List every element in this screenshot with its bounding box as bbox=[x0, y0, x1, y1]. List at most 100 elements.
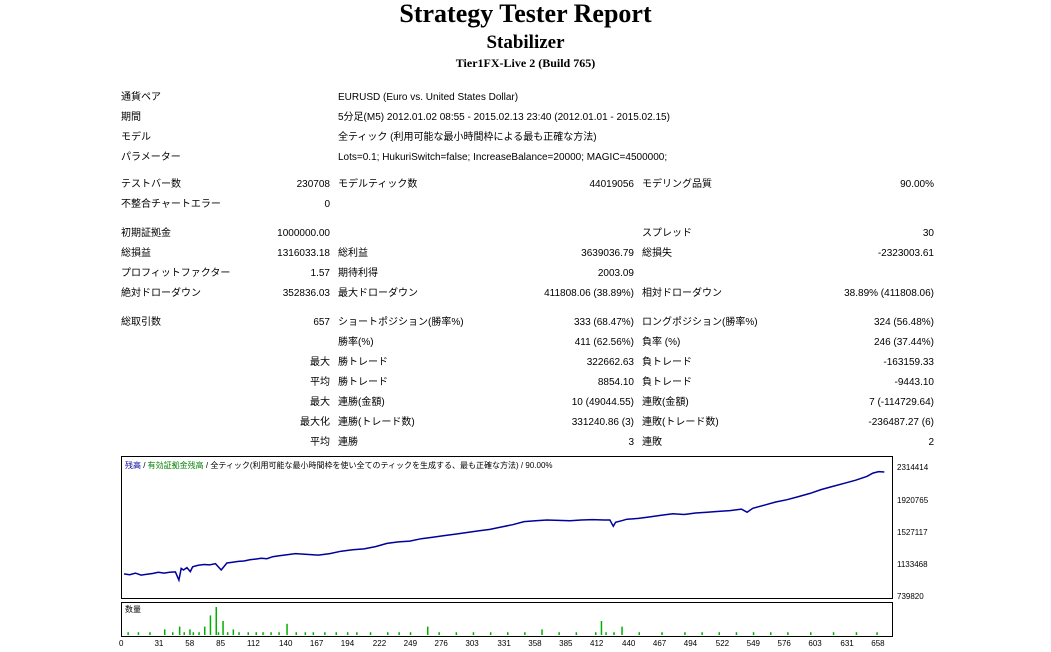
volume-chart-plot bbox=[127, 607, 878, 635]
volume-bar bbox=[356, 632, 358, 635]
x-tick-label: 549 bbox=[746, 639, 761, 648]
volume-bar bbox=[312, 632, 315, 635]
x-tick-label: 576 bbox=[777, 639, 791, 648]
total-trades-value: 657 bbox=[313, 317, 330, 328]
volume-label: 数量 bbox=[125, 605, 141, 614]
x-tick-label: 167 bbox=[309, 639, 324, 648]
volume-bar bbox=[855, 632, 858, 635]
volume-bar bbox=[507, 632, 509, 635]
expected-payoff-label: 期待利得 bbox=[338, 268, 378, 279]
volume-bar bbox=[226, 632, 229, 635]
x-tick-label: 440 bbox=[622, 639, 636, 648]
long-positions-label: ロングポジション(勝率%) bbox=[642, 317, 758, 328]
net-profit-label: 総損益 bbox=[121, 248, 151, 259]
volume-bar bbox=[427, 626, 429, 635]
row-prefix: 平均 bbox=[310, 377, 330, 388]
volume-bar bbox=[137, 632, 140, 635]
abs-drawdown-label: 絶対ドローダウン bbox=[121, 288, 201, 299]
x-tick-label: 31 bbox=[154, 639, 164, 648]
volume-bar bbox=[810, 632, 812, 635]
x-tick-label: 222 bbox=[372, 639, 387, 648]
info-value-parameters: Lots=0.1; HukuriSwitch=false; IncreaseBa… bbox=[338, 152, 668, 163]
largest-loss-label: 負トレード bbox=[642, 357, 692, 368]
volume-bar bbox=[232, 629, 235, 635]
info-value-symbol: EURUSD (Euro vs. United States Dollar) bbox=[338, 92, 519, 103]
volume-chart: 数量 bbox=[121, 602, 893, 637]
volume-bar bbox=[262, 632, 264, 635]
volume-bar bbox=[787, 632, 789, 635]
ticks-value: 44019056 bbox=[589, 179, 635, 190]
short-positions-value: 333 (68.47%) bbox=[573, 317, 634, 328]
average-profit-label: 勝トレード bbox=[338, 377, 388, 388]
volume-bar bbox=[209, 615, 212, 635]
info-label-model: モデル bbox=[121, 132, 151, 143]
spread-value: 30 bbox=[922, 228, 934, 239]
caption-equity: 有効証拠金残高 bbox=[147, 461, 204, 470]
volume-bar bbox=[621, 626, 623, 635]
volume-bar bbox=[605, 632, 607, 635]
total-trades-label: 総取引数 bbox=[121, 317, 161, 328]
deposit-value: 1000000.00 bbox=[277, 228, 330, 239]
row-prefix: 平均 bbox=[310, 437, 330, 448]
x-tick-label: 58 bbox=[185, 639, 195, 648]
volume-bar bbox=[575, 632, 578, 635]
volume-bar bbox=[489, 632, 492, 635]
caption-sep: / bbox=[203, 461, 211, 470]
gross-loss-value: -2323003.61 bbox=[877, 248, 934, 259]
ticks-label: モデルティック数 bbox=[338, 179, 418, 190]
avg-consecutive-wins-label: 連勝 bbox=[338, 437, 358, 448]
volume-bar bbox=[718, 632, 720, 635]
avg-consecutive-losses-label: 連敗 bbox=[642, 437, 662, 448]
y-tick-label: 1133468 bbox=[897, 560, 928, 569]
volume-bar bbox=[286, 623, 288, 635]
volume-bar bbox=[387, 632, 389, 635]
volume-bar bbox=[222, 621, 224, 635]
x-tick-label: 331 bbox=[497, 639, 511, 648]
volume-bar bbox=[278, 632, 280, 635]
volume-bar bbox=[192, 632, 195, 635]
x-tick-label: 385 bbox=[559, 639, 573, 648]
volume-bar bbox=[178, 626, 181, 635]
mismatch-value: 0 bbox=[324, 199, 330, 210]
volume-bar bbox=[270, 632, 272, 635]
consecutive-losses-count-label: 連敗(トレード数) bbox=[642, 417, 719, 428]
max-drawdown-value: 411808.06 (38.89%) bbox=[544, 288, 634, 299]
info-value-model: 全ティック (利用可能な最小時間枠による最も正確な方法) bbox=[338, 132, 597, 143]
x-tick-label: 194 bbox=[340, 639, 355, 648]
volume-bar bbox=[409, 632, 412, 635]
x-tick-label: 412 bbox=[590, 639, 604, 648]
consecutive-wins-count-value: 331240.86 (3) bbox=[571, 417, 634, 428]
largest-profit-value: 322662.63 bbox=[586, 357, 634, 368]
volume-bar bbox=[217, 632, 220, 635]
volume-bar bbox=[455, 632, 458, 635]
gross-profit-label: 総利益 bbox=[338, 248, 368, 259]
avg-consecutive-wins-value: 3 bbox=[628, 437, 634, 448]
loss-rate-value: 246 (37.44%) bbox=[873, 337, 934, 348]
volume-bar bbox=[832, 632, 835, 635]
volume-bar bbox=[189, 629, 191, 635]
volume-bar bbox=[600, 621, 603, 635]
volume-bar bbox=[295, 632, 297, 635]
average-loss-value: -9443.10 bbox=[894, 377, 934, 388]
info-label-parameters: パラメーター bbox=[121, 152, 181, 163]
volume-bar bbox=[127, 632, 129, 635]
consecutive-losses-count-value: -236487.27 (6) bbox=[868, 417, 934, 428]
volume-bar bbox=[149, 632, 151, 635]
volume-bar bbox=[438, 632, 440, 635]
volume-bar bbox=[638, 632, 640, 635]
volume-bar bbox=[701, 632, 703, 635]
volume-bar bbox=[198, 632, 200, 635]
balance-chart-caption: 残高 / 有効証拠金残高 / 全ティック(利用可能な最小時間枠を使い全てのティッ… bbox=[125, 461, 553, 471]
average-profit-value: 8854.10 bbox=[597, 377, 634, 388]
volume-bar bbox=[735, 632, 738, 635]
volume-bar bbox=[247, 632, 249, 635]
volume-bar bbox=[335, 632, 337, 635]
caption-model: 全ティック(利用可能な最小時間枠を使い全てのティックを生成する、最も正確な方法)… bbox=[210, 461, 553, 470]
caption-balance: 残高 bbox=[125, 461, 141, 470]
info-label-period: 期間 bbox=[121, 112, 141, 123]
consecutive-losses-amount-value: 7 (-114729.64) bbox=[869, 397, 934, 408]
gross-profit-value: 3639036.79 bbox=[581, 248, 634, 259]
x-tick-label: 658 bbox=[871, 639, 885, 648]
largest-loss-value: -163159.33 bbox=[883, 357, 934, 368]
x-tick-label: 358 bbox=[528, 639, 542, 648]
